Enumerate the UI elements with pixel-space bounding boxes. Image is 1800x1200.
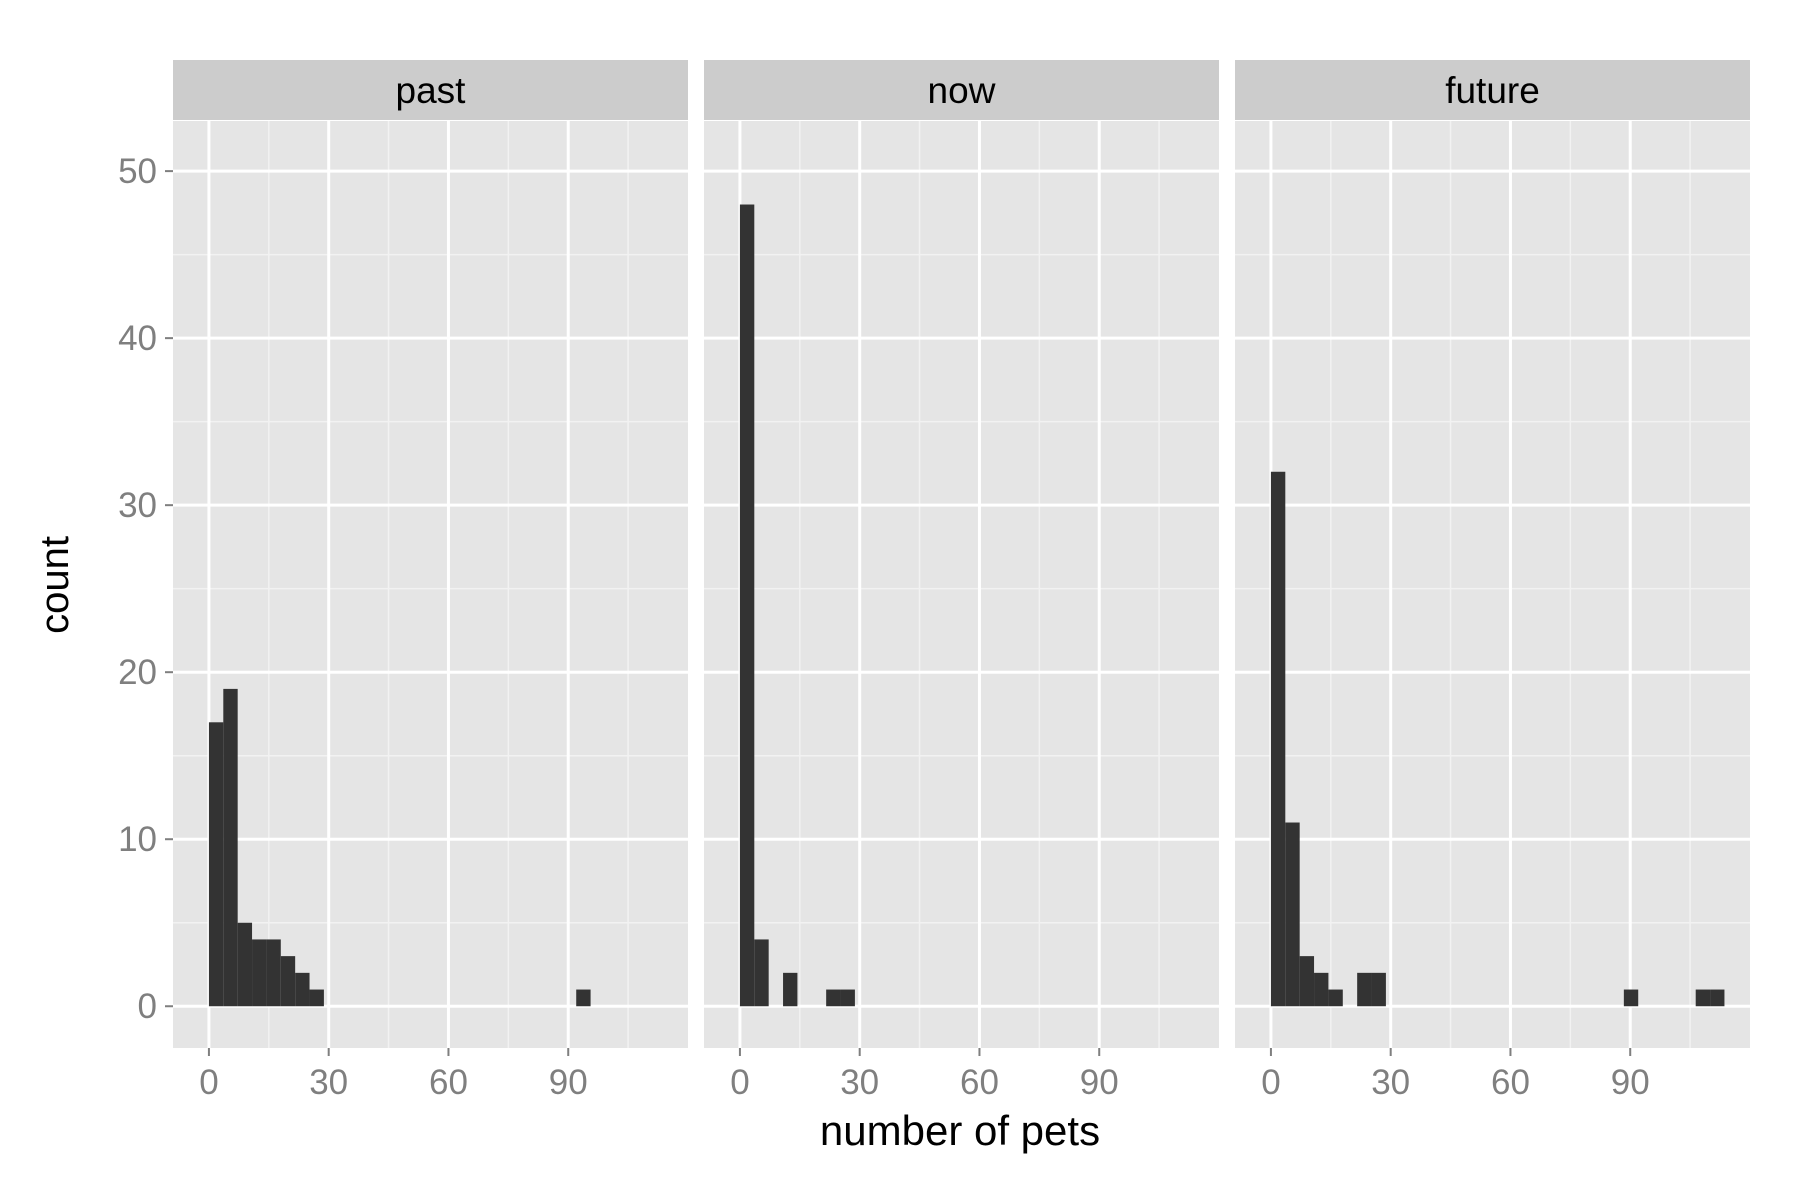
panel-background bbox=[1235, 121, 1750, 1048]
x-tick-label: 60 bbox=[429, 1063, 468, 1102]
facet-now: now 0 30 60 90 bbox=[704, 60, 1219, 1102]
facet-strip-label: now bbox=[928, 70, 996, 111]
facet-strip bbox=[1235, 60, 1750, 120]
histogram-bar bbox=[208, 722, 224, 1007]
facet-panels: past 0 30 60 90 now 0 30 60 90 future 0 30 60 90 bbox=[173, 60, 1750, 1102]
facet-strip-label: future bbox=[1445, 70, 1540, 111]
histogram-bar bbox=[1328, 989, 1343, 1007]
y-tick-label: 0 bbox=[138, 987, 157, 1026]
x-tick-label: 90 bbox=[1080, 1063, 1119, 1102]
x-tick-label: 90 bbox=[1611, 1063, 1650, 1102]
y-tick-label: 40 bbox=[118, 319, 157, 358]
histogram-bar bbox=[1314, 972, 1329, 1007]
y-tick-label: 50 bbox=[118, 152, 157, 191]
facet-future: future 0 30 60 90 bbox=[1235, 60, 1750, 1102]
x-tick-label: 0 bbox=[199, 1063, 218, 1102]
histogram-bar bbox=[1299, 956, 1315, 1007]
histogram-bar bbox=[237, 922, 253, 1007]
y-tick-label: 10 bbox=[118, 820, 157, 859]
x-tick-label: 0 bbox=[730, 1063, 749, 1102]
facet-strip bbox=[173, 60, 688, 120]
y-axis-title: count bbox=[33, 536, 77, 634]
histogram-bar bbox=[576, 989, 591, 1007]
histogram-bar bbox=[223, 688, 238, 1007]
histogram-bar bbox=[252, 939, 267, 1007]
x-tick-label: 30 bbox=[840, 1063, 879, 1102]
histogram-bar bbox=[840, 989, 855, 1007]
x-tick-label: 30 bbox=[309, 1063, 348, 1102]
panel-background bbox=[173, 121, 688, 1048]
histogram-bar bbox=[1270, 471, 1286, 1007]
histogram-bar bbox=[754, 939, 769, 1007]
panel-background bbox=[704, 121, 1219, 1048]
y-tick-label: 20 bbox=[118, 653, 157, 692]
histogram-bar bbox=[295, 972, 310, 1007]
histogram-bar bbox=[739, 204, 755, 1007]
x-axis-title: number of pets bbox=[820, 1107, 1100, 1154]
x-tick-label: 90 bbox=[549, 1063, 588, 1102]
histogram-bar bbox=[1623, 989, 1639, 1007]
x-tick-label: 0 bbox=[1261, 1063, 1280, 1102]
y-tick-label: 30 bbox=[118, 486, 157, 525]
histogram-bar bbox=[309, 989, 324, 1007]
histogram-bar bbox=[1285, 822, 1300, 1007]
histogram-bar bbox=[783, 972, 798, 1007]
facet-past: past 0 30 60 90 bbox=[173, 60, 688, 1102]
histogram-bar bbox=[1357, 972, 1372, 1007]
histogram-bar bbox=[1710, 989, 1725, 1007]
x-tick-label: 60 bbox=[1491, 1063, 1530, 1102]
histogram-bar bbox=[1695, 989, 1711, 1007]
y-axis: 0 10 20 30 40 50 bbox=[118, 152, 173, 1026]
histogram-bar bbox=[826, 989, 841, 1007]
x-tick-label: 30 bbox=[1371, 1063, 1410, 1102]
histogram-bar bbox=[266, 939, 281, 1007]
histogram-bar bbox=[1371, 972, 1386, 1007]
x-tick-label: 60 bbox=[960, 1063, 999, 1102]
facet-strip-label: past bbox=[396, 70, 467, 111]
facet-strip bbox=[704, 60, 1219, 120]
histogram-bar bbox=[280, 956, 296, 1007]
